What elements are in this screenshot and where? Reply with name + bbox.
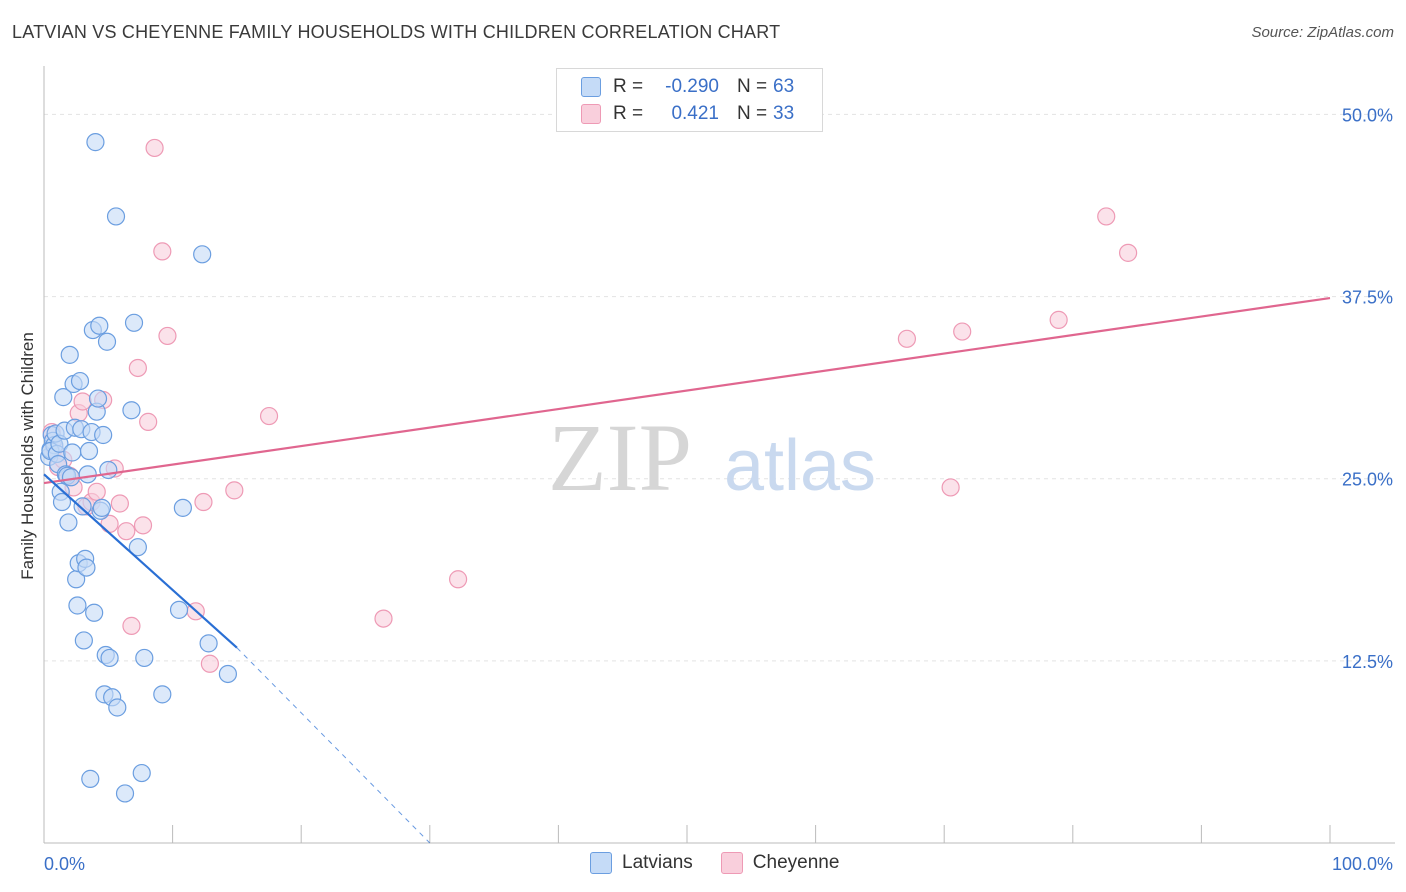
- latvian-point: [122, 401, 141, 420]
- latvian-point: [199, 634, 218, 653]
- x-tick-label-min: 0.0%: [44, 854, 85, 874]
- latvian-point: [132, 763, 151, 783]
- cheyenne-point: [1049, 310, 1068, 329]
- cheyenne-legend-label: Cheyenne: [752, 852, 840, 873]
- n-label: N =: [737, 76, 768, 97]
- cheyenne-point: [139, 412, 158, 431]
- y-tick-label: 25.0%: [1342, 470, 1393, 490]
- latvian-point: [108, 698, 127, 717]
- series-legend: Latvians Cheyenne: [590, 852, 867, 874]
- cheyenne-trend-line: [43, 296, 1331, 485]
- latvian-trend-line: [43, 473, 238, 649]
- cheyenne-point: [941, 478, 960, 497]
- y-tick-label: 12.5%: [1342, 652, 1393, 672]
- legend-row-latvians: R = -0.290 N = 63: [581, 75, 794, 99]
- watermark-zip: ZIP: [548, 404, 692, 511]
- cheyenne-point: [158, 326, 177, 346]
- cheyenne-point: [110, 494, 129, 513]
- latvians-legend-label: Latvians: [622, 852, 693, 873]
- latvian-point: [88, 389, 108, 408]
- cheyenne-point: [1118, 243, 1138, 262]
- grid-lines: [44, 113, 1395, 662]
- latvian-point: [100, 648, 119, 668]
- cheyenne-point: [145, 138, 164, 158]
- latvians-legend-swatch: [590, 852, 612, 874]
- latvian-point: [99, 460, 118, 480]
- latvian-point: [79, 441, 99, 461]
- cheyenne-point: [259, 406, 279, 426]
- stats-legend: R = -0.290 N = 63 R = 0.421 N = 33: [556, 68, 823, 132]
- watermark: ZIP atlas: [548, 404, 876, 511]
- latvian-point: [85, 603, 104, 622]
- cheyenne-swatch: [581, 104, 601, 124]
- latvian-point: [193, 245, 212, 264]
- latvian-point: [74, 631, 93, 650]
- latvian-point: [59, 513, 78, 532]
- latvian-point: [94, 425, 113, 445]
- n-value-cheyenne: 33: [773, 103, 795, 124]
- legend-item-cheyenne[interactable]: Cheyenne: [720, 852, 840, 874]
- latvian-point: [115, 784, 135, 803]
- cheyenne-point: [194, 492, 213, 512]
- chart-title: LATVIAN VS CHEYENNE FAMILY HOUSEHOLDS WI…: [12, 22, 781, 42]
- latvian-point: [60, 345, 79, 364]
- latvians-swatch: [581, 77, 601, 97]
- cheyenne-legend-swatch: [720, 852, 743, 874]
- cheyenne-point: [133, 516, 153, 535]
- latvian-point: [169, 600, 189, 619]
- r-label: R =: [613, 76, 644, 97]
- cheyenne-point: [374, 609, 393, 628]
- latvian-point: [52, 492, 72, 512]
- cheyenne-point: [897, 329, 917, 348]
- latvian-point: [135, 648, 154, 668]
- r-value-cheyenne: 0.421: [671, 103, 719, 124]
- latvian-point: [124, 313, 144, 332]
- latvian-point: [90, 316, 109, 335]
- y-tick-label: 50.0%: [1342, 105, 1393, 125]
- cheyenne-point: [1097, 207, 1116, 226]
- latvian-point: [86, 133, 105, 152]
- cheyenne-point: [448, 570, 468, 589]
- tick-labels: 12.5% 25.0% 37.5% 50.0% 0.0% 100.0%: [44, 105, 1393, 874]
- r-value-latvians: -0.290: [665, 76, 719, 97]
- r-label: R =: [613, 103, 644, 124]
- cheyenne-point: [117, 522, 136, 541]
- latvian-point: [153, 685, 172, 704]
- cheyenne-point: [153, 242, 172, 261]
- legend-row-cheyenne: R = 0.421 N = 33: [581, 102, 794, 126]
- latvian-point: [63, 443, 82, 462]
- latvian-point: [97, 332, 117, 351]
- latvian-point: [78, 465, 97, 484]
- latvian-point: [218, 664, 237, 684]
- latvian-trend-extension: [236, 647, 431, 844]
- n-value-latvians: 63: [773, 76, 795, 97]
- latvian-point: [81, 769, 100, 788]
- cheyenne-point: [200, 654, 219, 673]
- legend-item-latvians[interactable]: Latvians: [590, 852, 693, 874]
- trend-lines: [43, 296, 1331, 844]
- n-label: N =: [737, 103, 768, 124]
- cheyenne-point: [225, 481, 244, 500]
- latvian-point: [92, 498, 111, 517]
- latvian-point: [73, 497, 92, 516]
- cheyenne-point: [73, 392, 92, 411]
- source-credit: Source: ZipAtlas.com: [1251, 24, 1394, 41]
- latvian-point: [70, 371, 90, 391]
- latvian-point: [54, 388, 73, 407]
- x-tick-label-max: 100.0%: [1332, 854, 1393, 874]
- latvian-point: [68, 596, 87, 615]
- cheyenne-point: [122, 616, 141, 635]
- latvian-point: [128, 538, 147, 557]
- data-points: [40, 133, 1138, 803]
- cheyenne-point: [87, 482, 106, 501]
- watermark-atlas: atlas: [724, 426, 876, 506]
- latvian-point: [106, 207, 126, 226]
- y-tick-label: 37.5%: [1342, 288, 1393, 308]
- cheyenne-point: [953, 322, 972, 341]
- latvian-point: [173, 498, 192, 517]
- latvian-point: [77, 558, 96, 577]
- cheyenne-point: [128, 358, 147, 378]
